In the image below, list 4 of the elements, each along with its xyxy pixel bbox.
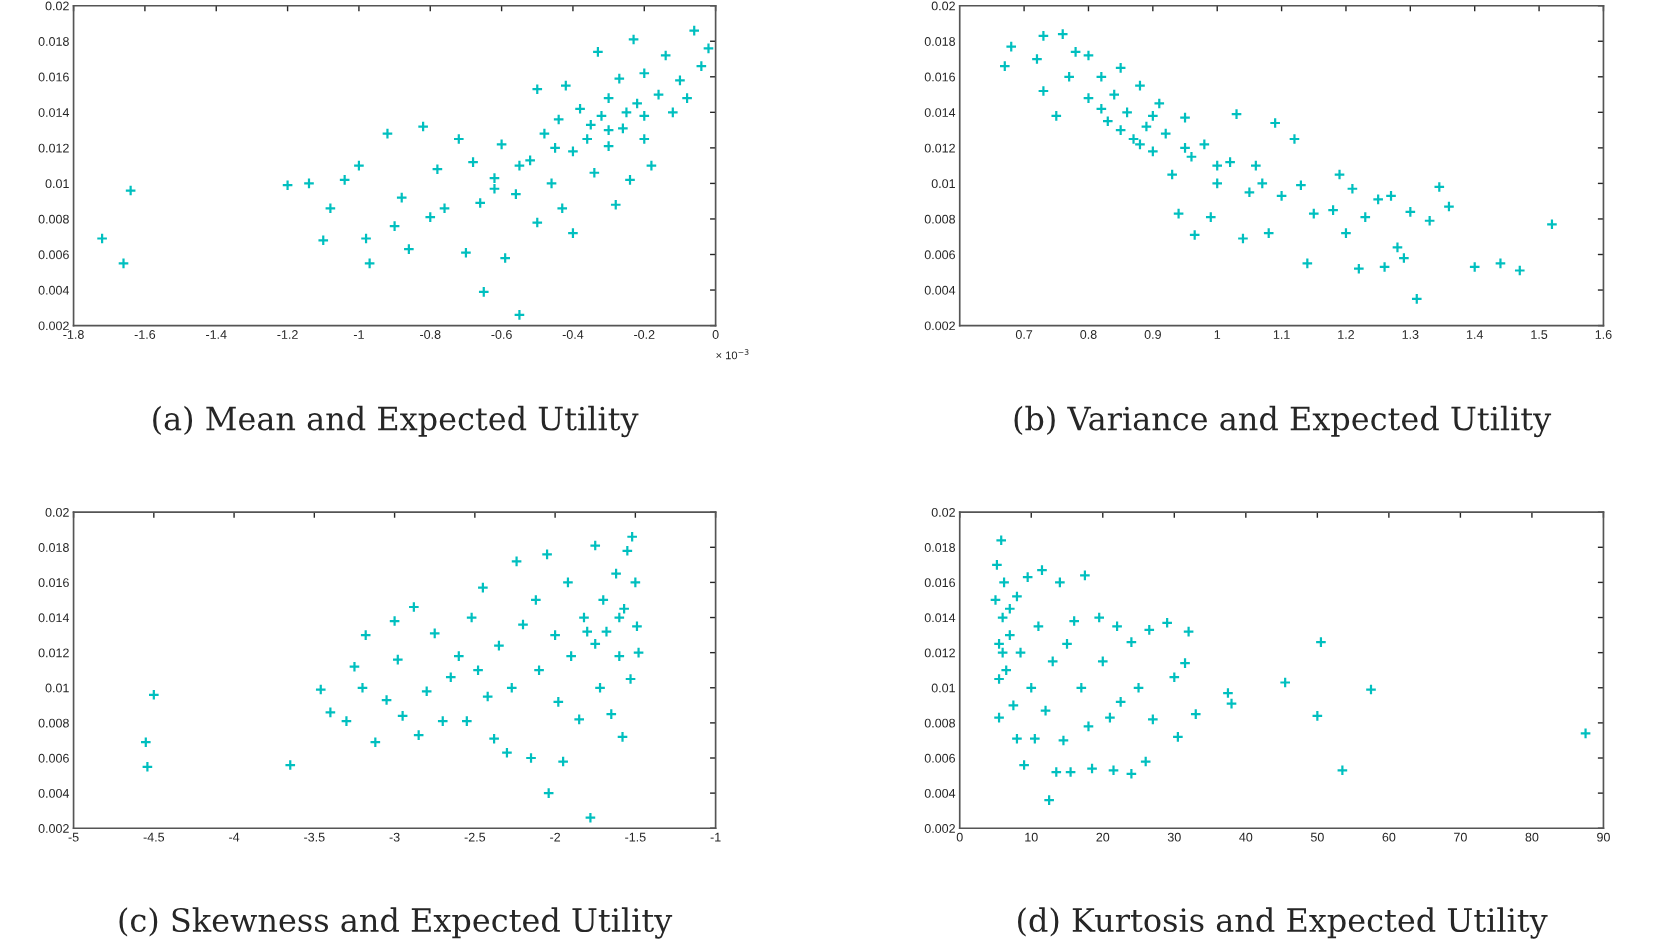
text: (a) Mean and Expected Utility [153, 405, 639, 438]
text: (d) Kurtosis and Expected Utility [1018, 907, 1548, 939]
text: (c) Skewness and Expected Utility [119, 907, 673, 939]
text: (b) Variance and Expected Utility [1014, 405, 1552, 438]
